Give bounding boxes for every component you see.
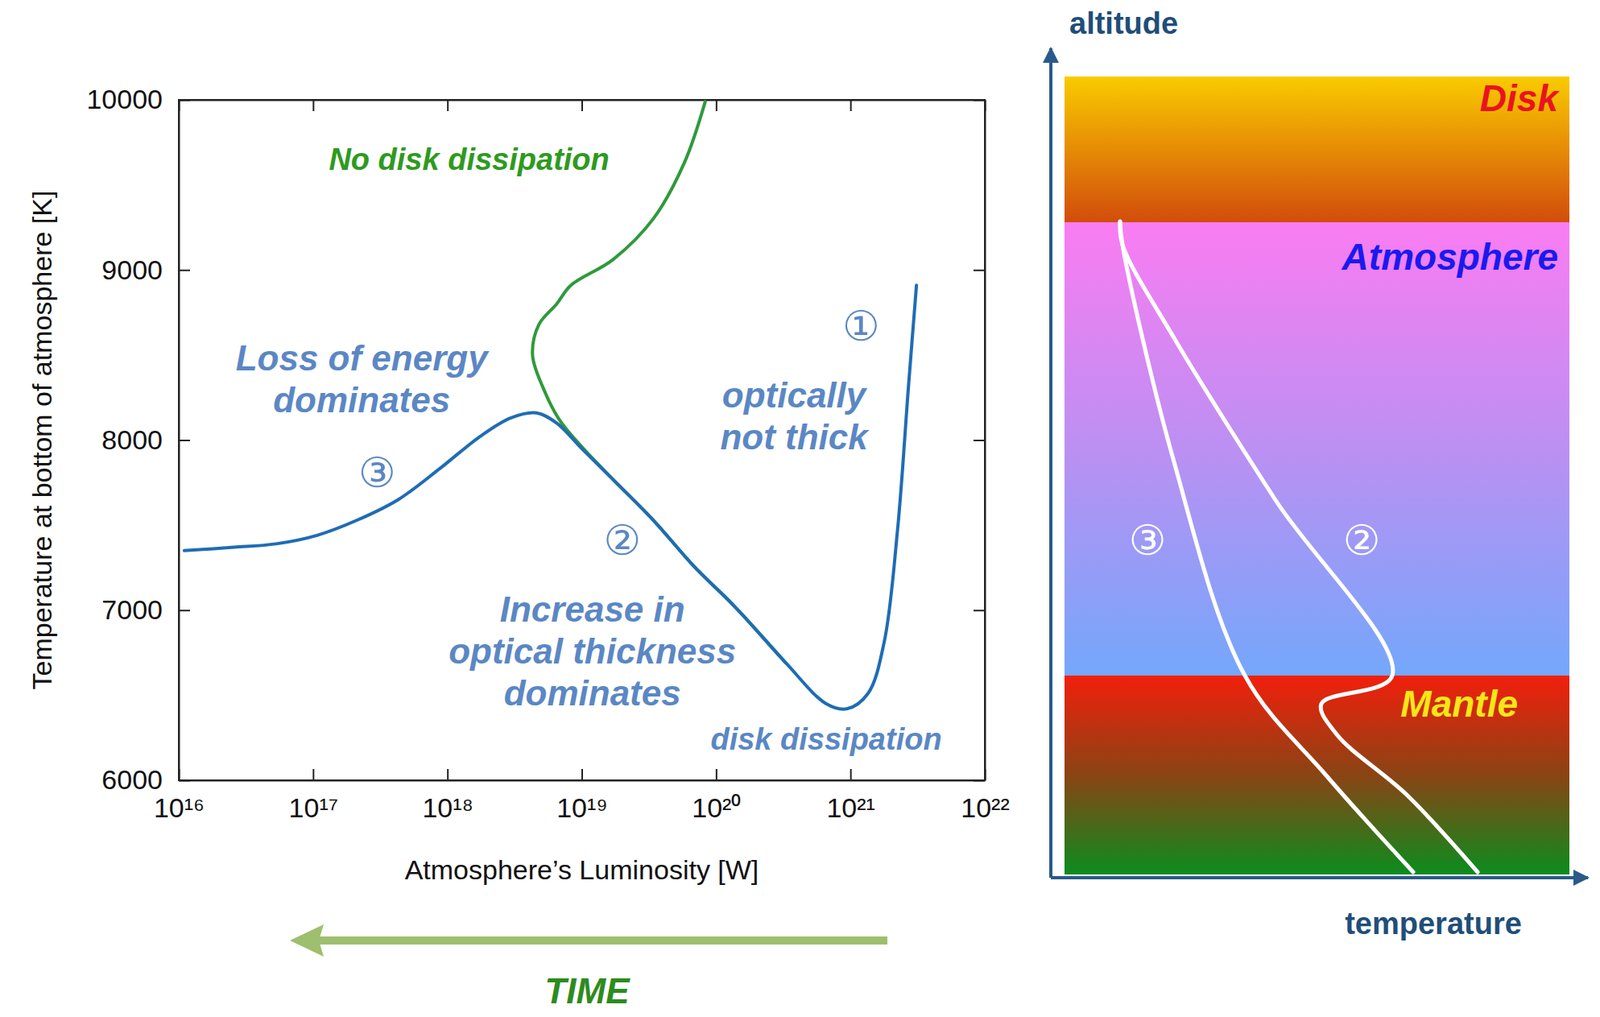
annotation: Loss of energy <box>235 338 490 378</box>
x-axis-title: Atmosphere’s Luminosity [W] <box>405 854 760 885</box>
tick-label: 10¹⁶ <box>153 792 205 823</box>
diagram-axis <box>1049 48 1053 878</box>
layer <box>1064 222 1570 676</box>
annotation: optical thickness <box>448 631 736 671</box>
annotation: Increase in <box>500 589 686 629</box>
y-axis-title: Temperature at bottom of atmosphere [K] <box>26 190 58 691</box>
tick: 7000 <box>101 594 191 625</box>
tick-mark <box>312 99 315 112</box>
x-axis: 10¹⁶ 10¹⁷ 10¹⁸ 10¹⁹ 10²⁰ 10²¹ 10²² <box>153 768 1010 823</box>
tick-label: 10²⁰ <box>691 792 741 823</box>
tick-label: 7000 <box>101 594 163 625</box>
tick-mark <box>178 780 191 782</box>
annotation: dominates <box>272 380 451 420</box>
annotation: No disk dissipation <box>328 142 609 177</box>
tick: 9000 <box>101 254 191 286</box>
tick-label: 6000 <box>101 764 163 795</box>
circled-number: ② <box>603 516 641 565</box>
diagram-axis-title: temperature <box>1344 906 1522 941</box>
tick <box>715 99 717 112</box>
circled-number: ① <box>842 301 881 351</box>
tick-mark <box>973 609 985 612</box>
x-axis <box>179 99 986 112</box>
tick-label: 10²¹ <box>826 792 875 823</box>
tick-label: 8000 <box>101 424 163 455</box>
tick-mark <box>715 768 718 781</box>
tick <box>973 610 985 612</box>
tick-mark <box>973 269 985 272</box>
diagram-axis-title: altitude <box>1069 6 1179 41</box>
time-arrow-head <box>289 924 324 957</box>
tick-label: 10²² <box>960 792 1009 823</box>
tick-label: 9000 <box>101 254 163 286</box>
annotation: dominates <box>504 673 682 713</box>
tick <box>447 99 449 112</box>
tick <box>313 99 315 112</box>
tick <box>973 440 985 442</box>
time-label: TIME <box>544 971 631 1011</box>
profile-curve <box>1120 221 1478 873</box>
plot-area <box>184 101 917 710</box>
tick <box>850 99 852 112</box>
tick <box>582 99 583 112</box>
diagram: Disk Atmosphere Mantle ② ③ altitude temperatur… <box>1050 6 1588 941</box>
annotation: disk dissipation <box>710 722 942 757</box>
layer <box>1064 675 1570 875</box>
layer-label: Disk <box>1480 77 1561 120</box>
tick-mark <box>312 768 315 781</box>
tick: 10000 <box>86 83 191 115</box>
tick-mark <box>850 768 852 781</box>
tick-mark <box>178 269 191 272</box>
tick: 6000 <box>101 764 191 795</box>
series-line <box>184 285 917 709</box>
tick-mark <box>446 99 449 112</box>
tick-mark <box>715 99 718 112</box>
tick <box>973 269 985 271</box>
tick-mark <box>178 99 191 102</box>
tick: 10¹⁹ <box>556 768 608 823</box>
annotation: optically <box>722 375 869 415</box>
layer-label: Atmosphere <box>1341 235 1559 278</box>
y-axis: 6000 7000 8000 9000 10000 <box>86 83 191 795</box>
tick-mark <box>581 99 583 112</box>
tick: 10¹⁷ <box>289 768 339 823</box>
tick-label: 10¹⁷ <box>289 792 339 823</box>
tick-mark <box>973 439 985 442</box>
tick: 10²¹ <box>826 768 875 823</box>
annotations: No disk dissipationLoss of energydominat… <box>235 142 943 757</box>
tick-mark <box>973 99 985 102</box>
tick <box>973 99 985 101</box>
tick-label: 10¹⁸ <box>421 792 473 823</box>
profile-label: ② <box>1343 516 1381 565</box>
layer <box>1064 76 1570 223</box>
tick-mark <box>446 768 449 781</box>
tick-mark <box>850 99 852 112</box>
tick: 10¹⁸ <box>421 768 473 823</box>
tick: 8000 <box>101 424 191 455</box>
circled-number: ③ <box>358 448 397 497</box>
tick <box>973 780 985 782</box>
tick-mark <box>178 439 191 442</box>
tick-mark <box>178 609 191 612</box>
y-axis <box>973 100 986 782</box>
figure: 10¹⁶ 10¹⁷ 10¹⁸ 10¹⁹ 10²⁰ 10²¹ 10²² 6000 7000 8000… <box>0 0 1600 1017</box>
tick: 10²⁰ <box>691 768 741 823</box>
plot-frame <box>178 99 985 781</box>
tick-mark <box>581 768 583 781</box>
tick-label: 10¹⁹ <box>556 792 608 823</box>
time-arrow <box>318 936 888 945</box>
profile-label: ③ <box>1128 516 1167 565</box>
diagram-axis <box>1050 876 1588 880</box>
tick-label: 10000 <box>86 83 163 115</box>
annotation: not thick <box>719 417 870 457</box>
profile-curve <box>1120 221 1414 873</box>
tick-mark <box>973 780 985 782</box>
layer-label: Mantle <box>1400 682 1518 725</box>
